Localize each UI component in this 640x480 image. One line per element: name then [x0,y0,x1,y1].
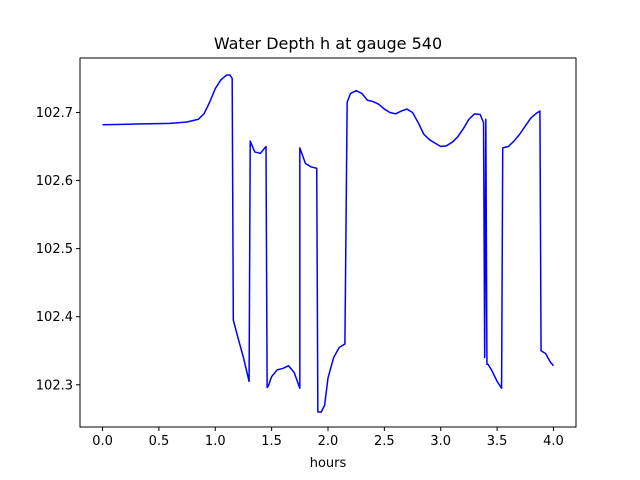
y-tick-label: 102.3 [36,378,73,393]
x-tick-label: 3.0 [430,434,451,449]
plot-area [102,74,555,413]
y-tick-label: 102.5 [36,242,73,257]
x-tick-label: 0.0 [92,434,113,449]
x-tick-label: 2.5 [374,434,395,449]
x-tick-label: 3.5 [487,434,508,449]
x-axis: 0.0 0.5 1.0 1.5 2.0 2.5 3.0 3.5 4.0 [92,427,564,449]
x-tick-label: 1.5 [261,434,282,449]
x-axis-label: hours [310,456,347,471]
x-tick-label: 1.0 [205,434,226,449]
x-tick-label: 2.0 [318,434,339,449]
y-axis: 102.3 102.4 102.5 102.6 102.7 [36,106,80,393]
x-tick-label: 4.0 [543,434,564,449]
series-line-0 [102,74,555,413]
y-tick-label: 102.7 [36,106,73,121]
y-tick-label: 102.4 [36,310,73,325]
x-tick-label: 0.5 [149,434,170,449]
y-tick-label: 102.6 [36,174,73,189]
chart-title: Water Depth h at gauge 540 [214,34,442,53]
